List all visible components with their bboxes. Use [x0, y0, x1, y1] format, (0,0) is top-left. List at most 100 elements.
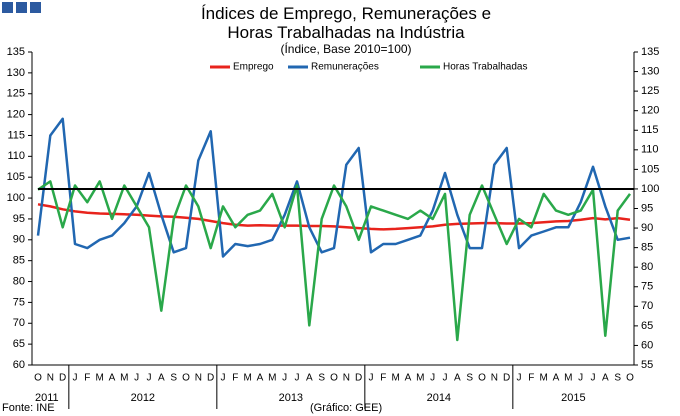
x-tick-label: A	[553, 373, 560, 384]
x-tick-label: A	[158, 373, 165, 384]
x-tick-label: O	[34, 373, 42, 384]
x-tick-label: O	[182, 373, 190, 384]
y-tick-label: 110	[7, 150, 25, 162]
x-tick-label: M	[268, 373, 276, 384]
x-tick-label: M	[95, 373, 103, 384]
y2-tick-label: 125	[641, 85, 659, 97]
y-tick-label: 90	[13, 234, 25, 246]
x-tick-label: S	[466, 373, 473, 384]
x-tick-label: J	[443, 373, 448, 384]
x-tick-label: J	[73, 373, 78, 384]
year-label: 2014	[427, 392, 451, 404]
logo-square	[2, 2, 13, 13]
y-tick-label: 70	[13, 317, 25, 329]
y2-tick-label: 100	[641, 183, 659, 195]
x-tick-label: D	[207, 373, 214, 384]
y2-tick-label: 135	[641, 46, 659, 58]
year-label: 2012	[131, 392, 155, 404]
year-label: 2011	[35, 392, 59, 404]
y2-tick-label: 95	[641, 202, 653, 214]
year-label: 2013	[279, 392, 303, 404]
y2-tick-label: 80	[641, 261, 653, 273]
x-tick-label: M	[416, 373, 424, 384]
x-tick-label: J	[134, 373, 139, 384]
y-tick-label: 95	[13, 213, 25, 225]
x-tick-label: D	[355, 373, 362, 384]
x-tick-label: F	[232, 373, 238, 384]
x-tick-label: O	[626, 373, 634, 384]
x-tick-label: S	[170, 373, 177, 384]
y-tick-label: 125	[7, 88, 25, 100]
x-tick-label: O	[478, 373, 486, 384]
logo-square	[16, 2, 27, 13]
y-tick-label: 135	[7, 46, 25, 58]
x-tick-label: J	[430, 373, 435, 384]
x-tick-label: M	[564, 373, 572, 384]
x-tick-label: J	[282, 373, 287, 384]
y-tick-label: 100	[7, 192, 25, 204]
y2-tick-label: 90	[641, 222, 653, 234]
chart-title: Índices de Emprego, Remunerações e Horas…	[200, 4, 492, 42]
x-tick-label: J	[591, 373, 596, 384]
x-tick-label: J	[147, 373, 152, 384]
x-tick-label: J	[369, 373, 374, 384]
y-tick-label: 105	[7, 171, 25, 183]
x-tick-label: J	[295, 373, 300, 384]
series-line	[37, 180, 632, 342]
x-tick-label: J	[578, 373, 583, 384]
x-tick-label: A	[602, 373, 609, 384]
y-tick-label: 80	[13, 275, 25, 287]
source: Fonte: INE	[2, 402, 55, 414]
y2-tick-label: 55	[641, 359, 653, 371]
legend-label: Emprego	[233, 62, 274, 73]
y2-tick-label: 105	[641, 163, 659, 175]
x-tick-label: F	[380, 373, 386, 384]
x-tick-label: N	[491, 373, 498, 384]
y2-tick-label: 115	[641, 124, 659, 136]
y-tick-label: 85	[13, 255, 25, 267]
x-tick-label: F	[84, 373, 90, 384]
x-tick-label: A	[109, 373, 116, 384]
y-tick-label: 120	[7, 109, 25, 121]
x-tick-label: D	[59, 373, 66, 384]
y2-tick-label: 85	[641, 242, 653, 254]
x-tick-label: N	[47, 373, 54, 384]
y2-tick-label: 70	[641, 300, 653, 312]
y2-tick-label: 120	[641, 105, 659, 117]
x-tick-label: J	[517, 373, 522, 384]
y-tick-label: 65	[13, 338, 25, 350]
x-tick-label: A	[306, 373, 313, 384]
y2-tick-label: 60	[641, 339, 653, 351]
x-tick-label: M	[391, 373, 399, 384]
y2-tick-label: 110	[641, 144, 659, 156]
x-tick-label: M	[243, 373, 251, 384]
x-tick-label: N	[195, 373, 202, 384]
x-tick-label: N	[343, 373, 350, 384]
x-tick-label: S	[318, 373, 325, 384]
x-tick-label: J	[221, 373, 226, 384]
x-tick-label: F	[528, 373, 534, 384]
y-tick-label: 75	[13, 296, 25, 308]
x-tick-label: A	[454, 373, 461, 384]
y2-tick-label: 75	[641, 281, 653, 293]
credit: (Gráfico: GEE)	[310, 402, 382, 414]
logo-square	[30, 2, 41, 13]
y-tick-label: 115	[7, 129, 25, 141]
y-tick-label: 60	[13, 359, 25, 371]
subtitle: (Índice, Base 2010=100)	[280, 41, 411, 56]
y2-tick-label: 130	[641, 65, 659, 77]
x-tick-label: M	[539, 373, 547, 384]
legend-label: Horas Trabalhadas	[443, 62, 528, 73]
x-tick-label: D	[503, 373, 510, 384]
x-tick-label: O	[330, 373, 338, 384]
series-line	[37, 203, 631, 231]
legend-label: Remunerações	[311, 62, 379, 73]
x-tick-label: A	[405, 373, 412, 384]
x-tick-label: A	[257, 373, 264, 384]
x-tick-label: S	[614, 373, 621, 384]
year-label: 2015	[561, 392, 585, 404]
y2-tick-label: 65	[641, 320, 653, 332]
x-tick-label: M	[120, 373, 128, 384]
